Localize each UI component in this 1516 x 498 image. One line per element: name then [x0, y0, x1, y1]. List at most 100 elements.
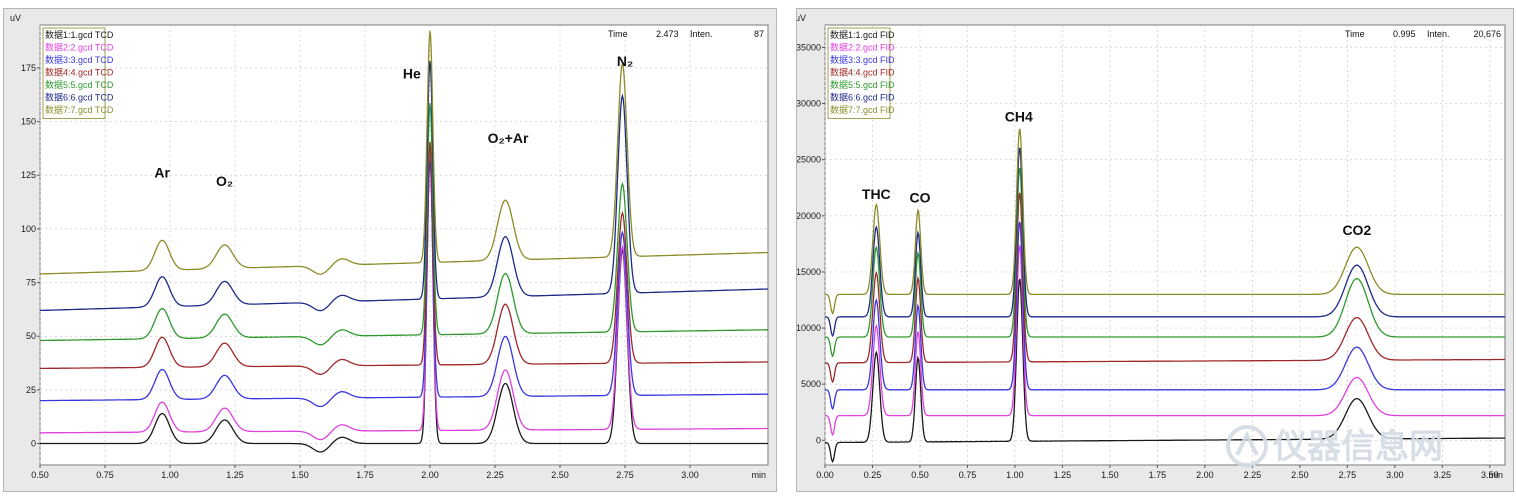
- cursor-readout-text: Time: [608, 29, 628, 39]
- y-tick-label: 35000: [797, 42, 821, 52]
- cursor-readout-text: 2.473: [656, 29, 679, 39]
- y-tick-label: 125: [21, 170, 36, 180]
- y-unit-label: uV: [797, 13, 806, 23]
- series-line-3: [825, 221, 1505, 411]
- series-line-4: [825, 192, 1505, 384]
- series-line-4: [40, 141, 768, 375]
- x-tick-label: 1.00: [1006, 470, 1024, 480]
- series-line-5: [824, 167, 1505, 358]
- x-tick-label: 1.25: [226, 470, 244, 480]
- cursor-readout-text: 87: [754, 29, 764, 39]
- legend-entry: 数据7:7.gcd TCD: [45, 104, 114, 115]
- y-unit-label: uV: [10, 13, 21, 23]
- cursor-readout: Time 0.995 Inten. 20,676: [1345, 29, 1501, 39]
- legend-entry: 数据2:2.gcd FID: [830, 42, 895, 53]
- plot-area: [824, 24, 1506, 466]
- legend-entry: 数据4:4.gcd FID: [830, 67, 895, 78]
- x-tick-label: 1.50: [1101, 470, 1119, 480]
- y-tick-label: 150: [21, 117, 36, 127]
- y-tick-label: 50: [26, 331, 36, 341]
- instrument-logo-mark: [1235, 430, 1259, 456]
- x-tick-label: 1.25: [1054, 470, 1072, 480]
- legend-entry: 数据1:1.gcd FID: [830, 29, 895, 40]
- legend-entry: 数据3:3.gcd TCD: [45, 54, 114, 65]
- legend-entry: 数据5:5.gcd TCD: [45, 79, 114, 90]
- x-tick-label: 3.50: [1481, 470, 1499, 480]
- fid-chromatogram-panel: 0 5000 10000 15000 20000 25000 30000 35000 0.00 0…: [796, 8, 1514, 492]
- peak-label: THC: [862, 186, 891, 202]
- legend-entry: 数据1:1.gcd TCD: [45, 29, 114, 40]
- series-line-6: [39, 60, 768, 312]
- x-tick-label: 2.25: [486, 470, 504, 480]
- series-line-7: [825, 128, 1505, 315]
- x-tick-label: 2.50: [551, 470, 569, 480]
- x-unit-label: min: [751, 470, 766, 480]
- x-tick-label: 3.00: [681, 470, 699, 480]
- fid-chromatogram-chart: 0 5000 10000 15000 20000 25000 30000 35000 0.00 0…: [797, 13, 1506, 480]
- series-line-2: [40, 149, 768, 441]
- legend-entry: 数据4:4.gcd TCD: [45, 67, 114, 78]
- x-tick-label: 0.75: [96, 470, 114, 480]
- x-tick-label: 0.75: [959, 470, 977, 480]
- series-line-1: [40, 149, 768, 453]
- legend-entry: 数据5:5.gcd FID: [830, 79, 895, 90]
- peak-label: CO2: [1342, 222, 1371, 238]
- series-line-3: [40, 161, 768, 408]
- peak-label: N₂: [617, 53, 633, 69]
- y-tick-label: 175: [21, 63, 36, 73]
- x-tick-label: 0.50: [31, 470, 49, 480]
- x-tick-label: 1.50: [291, 470, 309, 480]
- peak-label: Ar: [154, 164, 170, 180]
- x-tick-label: 2.00: [1196, 470, 1214, 480]
- cursor-readout: Time 2.473 Inten. 87: [608, 29, 764, 39]
- peak-label: O₂: [216, 173, 233, 189]
- legend-frame: [42, 27, 106, 119]
- instrument-logo-icon: [1226, 425, 1268, 467]
- x-tick-label: 3.00: [1386, 470, 1404, 480]
- x-tick-label: 1.75: [356, 470, 374, 480]
- cursor-readout-text: 20,676: [1473, 29, 1501, 39]
- x-tick-label: 0.25: [864, 470, 882, 480]
- series-line-2: [825, 245, 1505, 437]
- y-tick-label: 5000: [801, 379, 821, 389]
- peak-label: He: [403, 66, 421, 82]
- y-tick-label: 25000: [797, 155, 821, 165]
- x-tick-label: 2.25: [1244, 470, 1262, 480]
- legend-entry: 数据6:6.gcd FID: [830, 92, 895, 103]
- y-tick-label: 15000: [797, 267, 821, 277]
- x-tick-label: 2.75: [1339, 470, 1357, 480]
- legend-entry: 数据7:7.gcd FID: [830, 104, 895, 115]
- legend-frame: [827, 27, 891, 119]
- cursor-readout-text: 0.995: [1393, 29, 1416, 39]
- plot-area: [39, 24, 769, 466]
- x-tick-label: 3.25: [1434, 470, 1452, 480]
- x-tick-label: 0.00: [816, 470, 834, 480]
- tcd-chromatogram-panel: 0 25 50 75 100 125 150 175 0.50 0.75 1.00 1.25 1.50 1…: [3, 8, 777, 492]
- instrument-logo-ring: [1226, 425, 1268, 467]
- legend-entry: 数据6:6.gcd TCD: [45, 92, 114, 103]
- x-tick-label: 1.75: [1149, 470, 1167, 480]
- watermark-text: 仪器信息网: [1272, 427, 1443, 466]
- series-line-1: [825, 278, 1505, 464]
- series-line-6: [824, 147, 1505, 338]
- series-line-5: [40, 103, 768, 346]
- cursor-readout-text: Time: [1345, 29, 1365, 39]
- series-line-7: [40, 30, 768, 275]
- y-tick-label: 10000: [797, 323, 821, 333]
- legend-entry: 数据3:3.gcd FID: [830, 54, 895, 65]
- y-tick-label: 0: [816, 435, 821, 445]
- x-tick-label: 2.75: [616, 470, 634, 480]
- y-tick-label: 100: [21, 224, 36, 234]
- y-tick-label: 30000: [797, 99, 821, 109]
- x-unit-label: min: [1488, 470, 1503, 480]
- peak-label: O₂+Ar: [488, 130, 529, 146]
- cursor-readout-text: Inten.: [690, 29, 713, 39]
- y-tick-label: 0: [31, 439, 36, 449]
- y-tick-label: 20000: [797, 211, 821, 221]
- cursor-readout-text: Inten.: [1427, 29, 1450, 39]
- legend-entry: 数据2:2.gcd TCD: [45, 42, 114, 53]
- y-tick-label: 25: [26, 385, 36, 395]
- watermark: 仪器信息网: [1226, 425, 1443, 467]
- x-tick-label: 2.50: [1291, 470, 1309, 480]
